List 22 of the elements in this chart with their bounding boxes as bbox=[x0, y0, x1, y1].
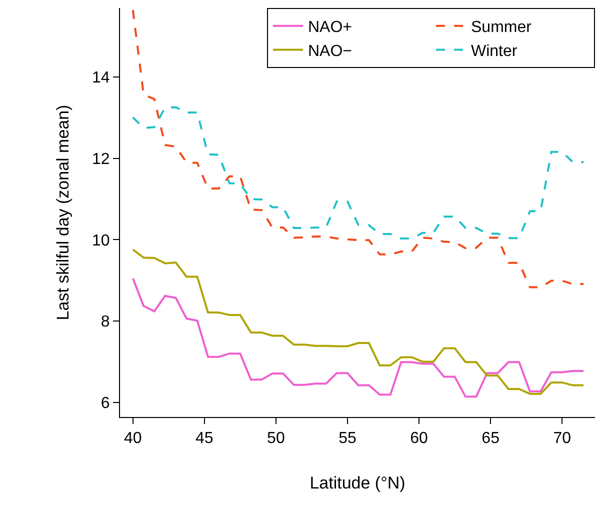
legend-label: NAO+ bbox=[308, 19, 352, 36]
line-series bbox=[132, 106, 585, 240]
line-series bbox=[132, 248, 585, 395]
x-tick-label: 65 bbox=[482, 430, 500, 448]
x-tick-label: 70 bbox=[553, 430, 572, 448]
x-tick-label: 40 bbox=[124, 430, 142, 448]
x-tick-label: 60 bbox=[410, 430, 428, 448]
line-series bbox=[132, 277, 585, 398]
y-tick-label: 14 bbox=[92, 70, 110, 87]
y-axis-title: Last skilful day (zonal mean) bbox=[54, 104, 73, 320]
line-series bbox=[132, 9, 585, 288]
x-axis-title: Latitude (°N) bbox=[310, 474, 406, 493]
x-tick-label: 45 bbox=[196, 430, 214, 448]
legend-label: Summer bbox=[471, 19, 532, 36]
y-tick-label: 12 bbox=[92, 151, 110, 168]
x-tick-label: 55 bbox=[338, 430, 356, 448]
y-tick-label: 6 bbox=[100, 394, 110, 412]
y-tick-label: 8 bbox=[100, 314, 110, 331]
y-tick-label: 10 bbox=[92, 232, 110, 250]
legend-label: Winter bbox=[471, 42, 518, 60]
x-tick-label: 50 bbox=[267, 430, 285, 448]
legend-label: NAO− bbox=[308, 42, 352, 60]
